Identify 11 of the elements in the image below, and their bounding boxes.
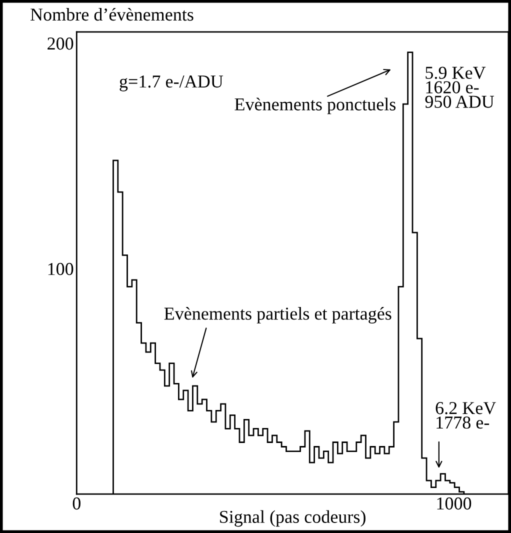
annotation: 5.9 KeV 1620 e- 950 ADU <box>425 66 494 108</box>
annotation: g=1.7 e-/ADU <box>120 76 224 92</box>
annotation: Evènements partiels et partagés <box>164 307 392 324</box>
x-tick-label: 0 <box>72 497 80 510</box>
x-tick-label: 1000 <box>437 497 472 510</box>
y-axis-title: Nombre d’évènements <box>30 8 194 21</box>
y-tick-label: 200 <box>48 38 74 50</box>
annotation: 6.2 KeV 1778 e- <box>436 402 496 429</box>
y-tick-label: 100 <box>48 262 74 276</box>
x-axis-title: Signal (pas codeurs) <box>220 510 366 527</box>
annotation: Evènements ponctuels <box>234 98 396 114</box>
